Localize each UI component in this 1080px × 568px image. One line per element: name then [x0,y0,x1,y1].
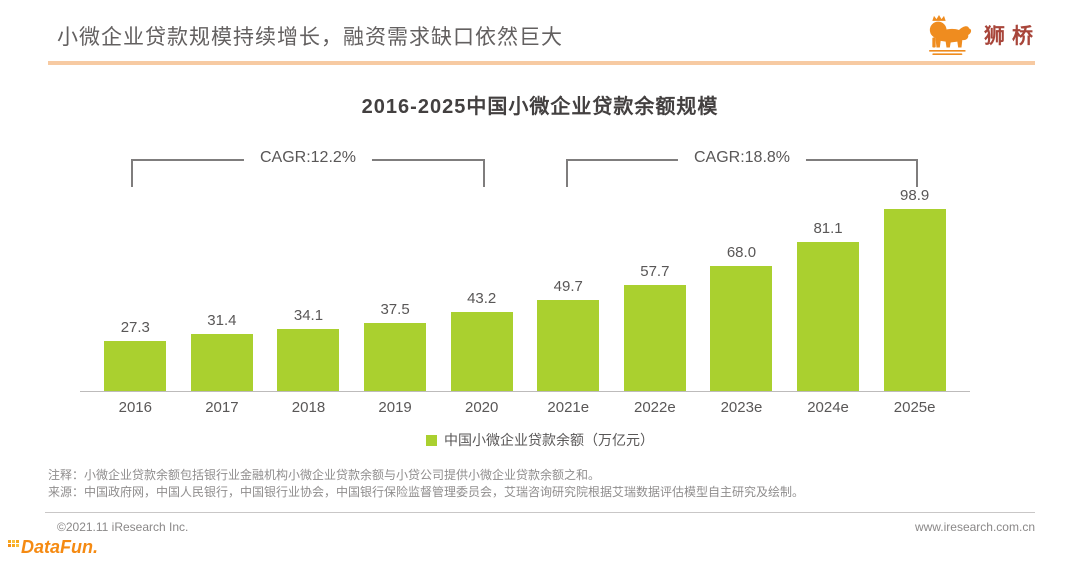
bar-value-label: 37.5 [380,301,410,318]
bar-column: 68.0 [698,244,785,392]
bar-plot: 27.3 31.4 34.1 37.5 43.2 49.7 57.7 68.0 81.1 98.9 [92,180,958,392]
cagr-right-label: CAGR:18.8% [677,149,807,167]
x-axis-tick-label: 2017 [205,399,239,416]
cagr-bracket-left: CAGR:12.2% [131,149,485,187]
chart-legend: 中国小微企业贷款余额（万亿元） [0,430,1080,450]
x-axis-line [80,391,970,392]
cagr-left-label: CAGR:12.2% [243,149,373,167]
website-text: www.iresearch.com.cn [914,520,1035,534]
bar [883,209,946,392]
legend-label: 中国小微企业贷款余额（万亿元） [444,432,654,448]
x-axis-tick-label: 2016 [118,399,152,416]
bar [277,329,340,392]
page-title: 小微企业贷款规模持续增长，融资需求缺口依然巨大 [57,26,563,49]
x-axis-tick-label: 2021e [547,399,590,416]
x-axis-labels: 2016 2017 2018 2019 2020 2021e 2022e 2023e 2024e… [92,399,958,416]
x-axis-tick-label: 2024e [807,399,849,416]
bar-column: 81.1 [785,220,872,392]
source-line: 来源：中国政府网，中国人民银行，中国银行业协会，中国银行保险监督管理委员会，艾瑞… [48,485,805,499]
bar [450,312,513,392]
bar-column: 43.2 [438,290,525,392]
datafun-logo: DataFun. [8,537,98,558]
bar-value-label: 81.1 [813,220,843,237]
legend-swatch [426,434,437,446]
brand-logo: 狮桥 [924,14,1040,56]
bar-column: 34.1 [265,307,352,392]
header-divider [48,61,1035,65]
footnotes: 注释：小微企业贷款余额包括银行业金融机构小微企业贷款余额与小贷公司提供小微企业贷… [48,467,804,501]
bar [623,285,686,392]
bar-column: 27.3 [92,319,179,392]
x-axis-tick-label: 2022e [634,399,676,416]
bar-value-label: 43.2 [467,290,497,307]
bar [797,242,860,392]
bar-value-label: 57.7 [640,263,670,280]
footer-divider [45,512,1035,513]
x-axis-tick-label: 2018 [291,399,326,416]
brand-name: 狮桥 [984,25,1040,48]
bar-value-label: 98.9 [900,187,930,204]
x-axis-tick-label: 2019 [378,399,412,416]
x-axis-tick-label: 2023e [720,399,763,416]
copyright-text: ©2021.11 iResearch Inc. [57,520,189,534]
x-axis-tick-label: 2025e [893,399,936,416]
note-line: 注释：小微企业贷款余额包括银行业金融机构小微企业贷款余额与小贷公司提供小微企业贷… [48,468,601,482]
x-axis-tick-label: 2020 [464,399,499,416]
bar-value-label: 49.7 [553,278,583,295]
bar-column: 57.7 [612,263,699,392]
lion-icon [924,14,974,56]
bar [190,334,253,392]
bar [537,300,600,392]
bar [104,341,167,392]
datafun-wordmark: DataFun. [21,537,99,557]
bar-column: 37.5 [352,301,439,392]
datafun-dots-icon [8,540,19,547]
bar-value-label: 68.0 [726,244,757,261]
bar [710,266,773,392]
bar-value-label: 34.1 [293,307,324,324]
bar-value-label: 27.3 [120,319,150,336]
chart-title: 2016-2025中国小微企业贷款余额规模 [361,96,719,118]
bar-column: 98.9 [871,187,958,392]
bar [364,323,427,392]
cagr-bracket-right: CAGR:18.8% [566,149,918,187]
bar-column: 49.7 [525,278,612,392]
bar-value-label: 31.4 [207,312,237,329]
bar-column: 31.4 [179,312,266,392]
